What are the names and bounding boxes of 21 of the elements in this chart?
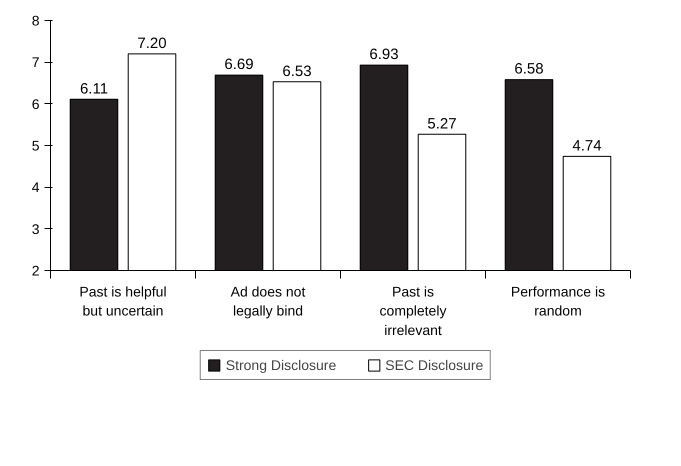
data-label: 6.53 [282,62,312,80]
x-tick-label: Past is completely irrelevant [380,284,446,338]
data-label: 7.20 [137,34,167,52]
x-tick-label: Performance is random [510,284,606,319]
legend-label: Strong Disclosure [226,357,336,373]
y-tick-label: 4 [32,179,40,196]
y-tick-label: 8 [32,12,40,28]
x-tick-label: Past is helpful but uncertain [79,284,167,319]
y-tick-label: 3 [32,220,40,237]
data-label: 6.69 [224,56,254,74]
y-tick-label: 6 [32,96,40,112]
legend-label: SEC Disclosure [385,357,484,373]
data-label: 6.11 [80,80,108,98]
data-label: 6.93 [369,46,399,64]
y-tick-label: 2 [32,262,40,278]
data-label: 5.27 [427,115,457,132]
x-tick-label: Ad does not legally bind [230,284,306,319]
data-label: 4.74 [572,137,602,154]
data-label: 6.58 [514,60,544,78]
y-tick-label: 5 [32,138,40,154]
y-tick-label: 7 [32,54,40,70]
